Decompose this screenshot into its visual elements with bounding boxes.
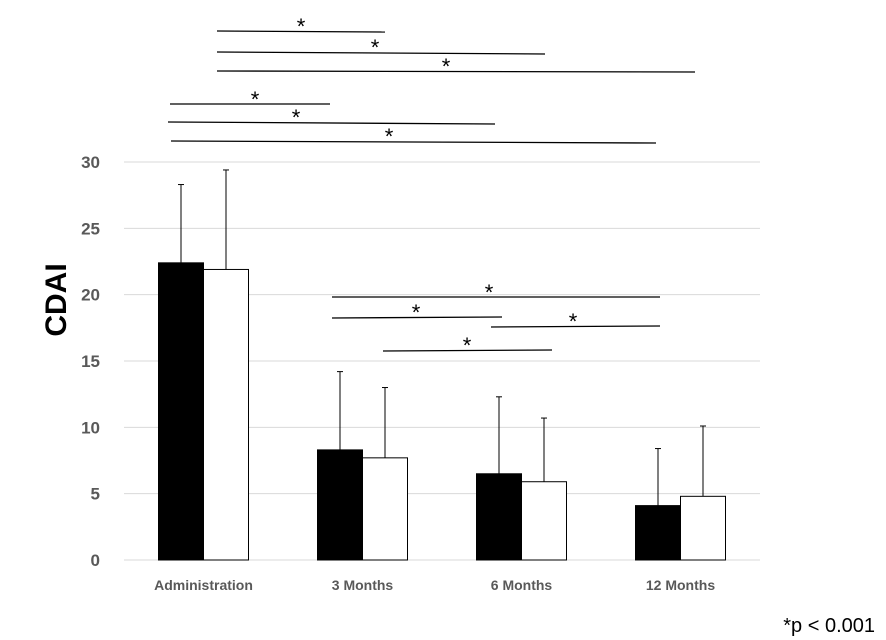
significance-brackets: * * * * * * * * * * xyxy=(167,14,696,358)
bar xyxy=(158,262,204,561)
x-tick-label: Administration xyxy=(154,577,253,593)
significance-star: * xyxy=(385,124,394,149)
significance-line xyxy=(490,325,661,328)
y-tick-label: 25 xyxy=(81,219,100,238)
y-tick-label: 30 xyxy=(81,153,100,172)
x-axis-categories: Administration 3 Months 6 Months 12 Months xyxy=(154,577,715,593)
x-tick-label: 3 Months xyxy=(332,577,394,593)
significance-line xyxy=(216,70,696,73)
significance-line xyxy=(331,316,503,319)
significance-star: * xyxy=(442,54,451,79)
y-axis-ticks: 0 5 10 15 20 25 30 xyxy=(81,153,100,570)
x-tick-label: 12 Months xyxy=(646,577,715,593)
significance-line xyxy=(382,349,553,352)
y-axis-label: CDAI xyxy=(40,263,73,336)
footnote: *p < 0.001 xyxy=(783,615,875,637)
significance-star: * xyxy=(251,87,260,112)
significance-line xyxy=(170,140,657,144)
bar xyxy=(362,457,408,561)
y-tick-label: 20 xyxy=(81,286,100,305)
bar xyxy=(203,268,249,561)
bar xyxy=(317,449,363,561)
bar xyxy=(635,505,681,561)
y-tick-label: 10 xyxy=(81,418,100,437)
significance-star: * xyxy=(292,105,301,130)
bar xyxy=(476,473,522,561)
significance-star: * xyxy=(371,35,380,60)
bar xyxy=(680,495,726,561)
bar xyxy=(521,481,567,561)
significance-star: * xyxy=(412,300,421,325)
significance-star: * xyxy=(463,333,472,358)
significance-star: * xyxy=(485,280,494,305)
significance-line xyxy=(216,51,546,55)
significance-line xyxy=(216,30,386,33)
y-tick-label: 15 xyxy=(81,352,100,371)
y-tick-label: 0 xyxy=(91,551,100,570)
significance-line xyxy=(167,121,496,125)
significance-star: * xyxy=(569,309,578,334)
x-tick-label: 6 Months xyxy=(491,577,553,593)
bars xyxy=(158,169,726,561)
significance-star: * xyxy=(297,14,306,39)
y-tick-label: 5 xyxy=(91,485,100,504)
